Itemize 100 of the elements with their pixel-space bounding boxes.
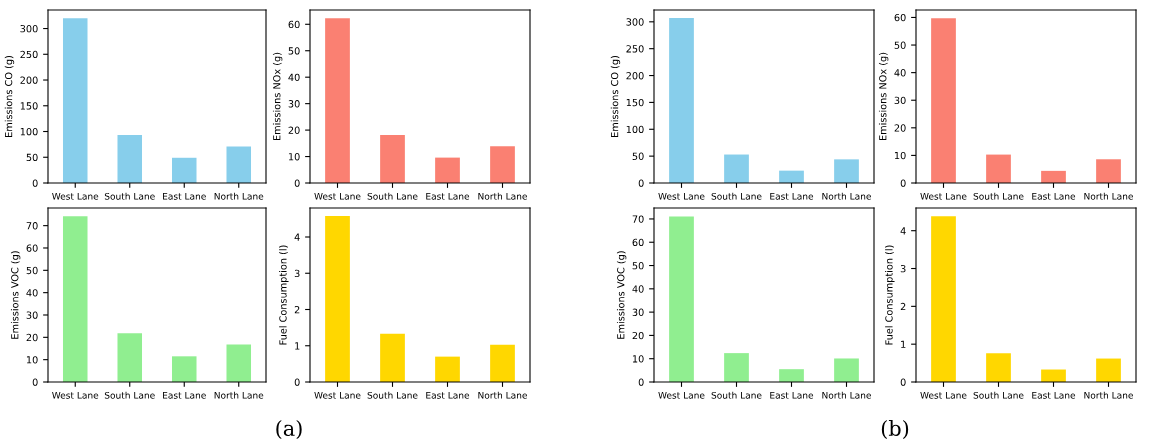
x-tick-label: East Lane xyxy=(1032,392,1076,399)
x-tick-label: West Lane xyxy=(52,193,99,200)
x-tick-label: North Lane xyxy=(1084,192,1133,200)
x-tick-label: North Lane xyxy=(822,391,871,399)
y-tick-label: 30 xyxy=(26,311,38,319)
y-tick-label: 250 xyxy=(626,45,644,53)
bar xyxy=(171,356,197,382)
bar xyxy=(226,344,252,382)
y-tick-label: 4 xyxy=(294,233,300,241)
x-tick-label: South Lane xyxy=(104,391,155,399)
y-tick-label: 10 xyxy=(894,151,906,160)
y-tick-label: 60 xyxy=(26,244,38,252)
x-tick-label: East Lane xyxy=(426,392,470,399)
bar xyxy=(779,170,804,183)
bar xyxy=(931,18,956,183)
y-tick-label: 4 xyxy=(900,227,906,235)
y-tick-label: 0 xyxy=(32,179,38,187)
y-tick-label: 40 xyxy=(632,285,644,293)
y-axis-title: Emissions VOC (g) xyxy=(616,251,627,339)
x-tick-label: West Lane xyxy=(314,193,361,200)
y-tick-label: 0 xyxy=(638,179,644,187)
y-tick-label: 10 xyxy=(632,355,644,363)
bar xyxy=(931,216,956,382)
y-tick-label: 100 xyxy=(20,127,38,136)
bar xyxy=(490,146,515,183)
x-tick-label: West Lane xyxy=(920,392,967,399)
bar xyxy=(62,216,88,382)
x-tick-label: South Lane xyxy=(104,192,155,200)
x-tick-label: South Lane xyxy=(711,192,762,200)
bar xyxy=(325,215,350,382)
x-tick-label: West Lane xyxy=(658,392,705,399)
y-tick-label: 10 xyxy=(288,153,300,161)
x-tick-label: South Lane xyxy=(367,391,418,399)
y-tick-label: 30 xyxy=(894,96,906,105)
y-axis-title: Emissions CO (g) xyxy=(610,55,621,137)
bar xyxy=(62,18,88,183)
bar xyxy=(490,344,515,382)
x-tick-label: North Lane xyxy=(214,391,264,399)
bar xyxy=(1096,159,1121,183)
text: (a) xyxy=(276,419,302,439)
x-tick-label: North Lane xyxy=(478,391,527,399)
y-tick-label: 20 xyxy=(894,124,906,132)
y-tick-label: 3 xyxy=(294,269,300,278)
y-tick-label: 20 xyxy=(26,333,38,342)
x-tick-label: North Lane xyxy=(822,192,871,200)
x-tick-label: North Lane xyxy=(1084,391,1133,399)
y-tick-label: 300 xyxy=(626,18,644,26)
x-tick-label: East Lane xyxy=(770,193,814,200)
y-tick-label: 50 xyxy=(26,153,38,162)
y-axis-title: Emissions NOx (g) xyxy=(272,52,283,141)
bar xyxy=(834,358,859,382)
bar xyxy=(226,146,252,183)
y-tick-label: 250 xyxy=(20,50,38,59)
x-tick-label: East Lane xyxy=(163,392,206,399)
x-tick-label: North Lane xyxy=(478,192,527,200)
bar xyxy=(669,18,694,183)
y-tick-label: 150 xyxy=(20,102,38,110)
x-tick-label: West Lane xyxy=(52,392,99,399)
y-tick-label: 0 xyxy=(638,378,644,386)
y-tick-label: 50 xyxy=(894,41,906,49)
y-tick-label: 300 xyxy=(20,25,38,33)
y-tick-label: 30 xyxy=(632,308,644,316)
y-axis-title: Emissions VOC (g) xyxy=(10,251,21,339)
y-tick-label: 40 xyxy=(288,73,300,82)
bar xyxy=(435,356,460,382)
bar xyxy=(986,154,1011,183)
y-tick-label: 20 xyxy=(632,331,644,340)
y-tick-label: 3 xyxy=(900,265,906,273)
x-tick-label: West Lane xyxy=(314,392,361,399)
x-tick-label: East Lane xyxy=(163,193,206,200)
y-tick-label: 150 xyxy=(626,98,644,107)
bar xyxy=(1041,170,1066,183)
bar xyxy=(986,353,1011,382)
y-tick-label: 1 xyxy=(295,342,300,350)
y-tick-label: 30 xyxy=(288,100,300,108)
x-tick-label: West Lane xyxy=(920,193,967,200)
y-tick-label: 0 xyxy=(32,378,38,386)
bar xyxy=(325,18,350,183)
x-tick-label: South Lane xyxy=(973,192,1024,200)
y-tick-label: 60 xyxy=(288,20,300,29)
y-tick-label: 20 xyxy=(288,126,300,134)
text: (b) xyxy=(881,419,909,439)
bar xyxy=(724,353,749,382)
bar xyxy=(435,157,460,183)
y-tick-label: 2 xyxy=(294,305,300,314)
y-tick-label: 40 xyxy=(26,289,38,297)
bar xyxy=(117,135,143,183)
y-axis-title: Emissions CO (g) xyxy=(4,55,15,137)
bar xyxy=(779,369,804,382)
y-tick-label: 100 xyxy=(626,125,644,134)
y-tick-label: 50 xyxy=(26,266,38,275)
y-tick-label: 1 xyxy=(901,340,906,348)
x-tick-label: North Lane xyxy=(214,192,264,200)
y-tick-label: 50 xyxy=(288,47,300,55)
x-tick-label: East Lane xyxy=(426,193,470,200)
bar xyxy=(834,159,859,183)
y-tick-label: 200 xyxy=(20,76,38,84)
y-tick-label: 0 xyxy=(294,378,300,386)
x-tick-label: South Lane xyxy=(711,391,762,399)
x-tick-label: South Lane xyxy=(367,192,418,200)
